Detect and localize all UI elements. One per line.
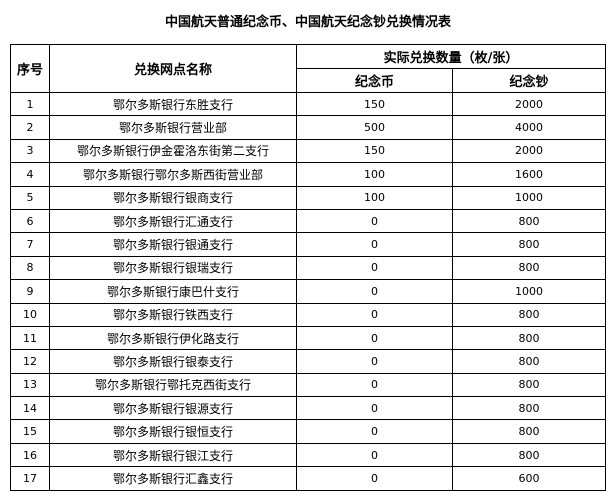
cell-coin: 0 [296,372,453,398]
cell-seq: 2 [10,115,50,140]
cell-seq: 7 [10,232,50,257]
cell-coin: 0 [296,442,453,468]
cell-note: 4000 [452,115,606,140]
table-row: 17 鄂尔多斯银行汇鑫支行 0 600 [10,466,606,491]
cell-seq: 8 [10,255,50,281]
cell-name: 鄂尔多斯银行鄂托克西街支行 [49,372,297,398]
table-row: 3 鄂尔多斯银行伊金霍洛东街第二支行 150 2000 [10,138,606,164]
cell-coin: 150 [296,138,453,164]
header-note: 纪念钞 [452,68,606,93]
cell-name: 鄂尔多斯银行伊金霍洛东街第二支行 [49,138,297,164]
cell-coin: 0 [296,302,453,327]
cell-name: 鄂尔多斯银行汇通支行 [49,208,297,234]
cell-note: 1600 [452,162,606,187]
cell-coin: 0 [296,279,453,304]
table-title: 中国航天普通纪念币、中国航天纪念钞兑换情况表 [164,15,451,30]
cell-coin: 100 [296,162,453,187]
cell-coin: 150 [296,91,453,117]
cell-note: 1000 [452,185,606,210]
cell-name: 鄂尔多斯银行康巴什支行 [49,279,297,304]
header-coin: 纪念币 [296,68,453,93]
cell-note: 2000 [452,91,606,117]
cell-note: 600 [452,466,606,491]
cell-seq: 16 [10,442,50,468]
table-row: 16 鄂尔多斯银行银江支行 0 800 [10,442,606,468]
cell-seq: 12 [10,349,50,374]
cell-note: 800 [452,302,606,327]
cell-note: 800 [452,396,606,421]
table-row: 12 鄂尔多斯银行银泰支行 0 800 [10,349,606,374]
cell-note: 800 [452,442,606,468]
cell-name: 鄂尔多斯银行银恒支行 [49,419,297,444]
cell-coin: 0 [296,396,453,421]
cell-note: 800 [452,232,606,257]
table-row: 7 鄂尔多斯银行银通支行 0 800 [10,232,606,257]
cell-name: 鄂尔多斯银行东胜支行 [49,91,297,117]
cell-note: 1000 [452,279,606,304]
cell-coin: 0 [296,255,453,281]
cell-coin: 0 [296,208,453,234]
cell-seq: 10 [10,302,50,327]
cell-name: 鄂尔多斯银行银泰支行 [49,349,297,374]
table-row: 13 鄂尔多斯银行鄂托克西街支行 0 800 [10,372,606,398]
table-body: 1 鄂尔多斯银行东胜支行 150 2000 2 鄂尔多斯银行营业部 500 4000 3 鄂尔多斯… [10,91,606,491]
cell-coin: 0 [296,232,453,257]
table-row: 8 鄂尔多斯银行银瑞支行 0 800 [10,255,606,281]
cell-seq: 14 [10,396,50,421]
cell-name: 鄂尔多斯银行银瑞支行 [49,255,297,281]
cell-note: 800 [452,208,606,234]
header-name: 兑换网点名称 [49,44,297,93]
cell-note: 800 [452,325,606,351]
cell-seq: 5 [10,185,50,210]
table-row: 11 鄂尔多斯银行伊化路支行 0 800 [10,325,606,351]
cell-note: 800 [452,349,606,374]
table-row: 9 鄂尔多斯银行康巴什支行 0 1000 [10,279,606,304]
cell-seq: 3 [10,138,50,164]
cell-name: 鄂尔多斯银行汇鑫支行 [49,466,297,491]
cell-note: 2000 [452,138,606,164]
cell-seq: 13 [10,372,50,398]
table-row: 10 鄂尔多斯银行铁西支行 0 800 [10,302,606,327]
cell-coin: 0 [296,325,453,351]
cell-seq: 11 [10,325,50,351]
cell-coin: 0 [296,419,453,444]
table-row: 6 鄂尔多斯银行汇通支行 0 800 [10,208,606,234]
table-row: 1 鄂尔多斯银行东胜支行 150 2000 [10,91,606,117]
cell-name: 鄂尔多斯银行铁西支行 [49,302,297,327]
table-row: 4 鄂尔多斯银行鄂尔多斯西街营业部 100 1600 [10,162,606,187]
cell-name: 鄂尔多斯银行银商支行 [49,185,297,210]
cell-seq: 1 [10,91,50,117]
cell-name: 鄂尔多斯银行银江支行 [49,442,297,468]
cell-seq: 9 [10,279,50,304]
cell-name: 鄂尔多斯银行银源支行 [49,396,297,421]
cell-name: 鄂尔多斯银行营业部 [49,115,297,140]
cell-seq: 6 [10,208,50,234]
cell-coin: 100 [296,185,453,210]
cell-seq: 4 [10,162,50,187]
cell-note: 800 [452,372,606,398]
exchange-table: 序号 兑换网点名称 实际兑换数量（枚/张） 纪念币 纪念钞 1 鄂尔多斯银行东胜支… [10,44,606,491]
cell-coin: 0 [296,466,453,491]
table-row: 2 鄂尔多斯银行营业部 500 4000 [10,115,606,140]
cell-seq: 15 [10,419,50,444]
table-row: 5 鄂尔多斯银行银商支行 100 1000 [10,185,606,210]
table-row: 15 鄂尔多斯银行银恒支行 0 800 [10,419,606,444]
cell-coin: 0 [296,349,453,374]
cell-note: 800 [452,255,606,281]
table-row: 14 鄂尔多斯银行银源支行 0 800 [10,396,606,421]
cell-name: 鄂尔多斯银行伊化路支行 [49,325,297,351]
cell-name: 鄂尔多斯银行鄂尔多斯西街营业部 [49,162,297,187]
cell-note: 800 [452,419,606,444]
cell-coin: 500 [296,115,453,140]
cell-name: 鄂尔多斯银行银通支行 [49,232,297,257]
cell-seq: 17 [10,466,50,491]
header-qty: 实际兑换数量（枚/张） [296,44,606,69]
header-seq: 序号 [10,44,50,93]
